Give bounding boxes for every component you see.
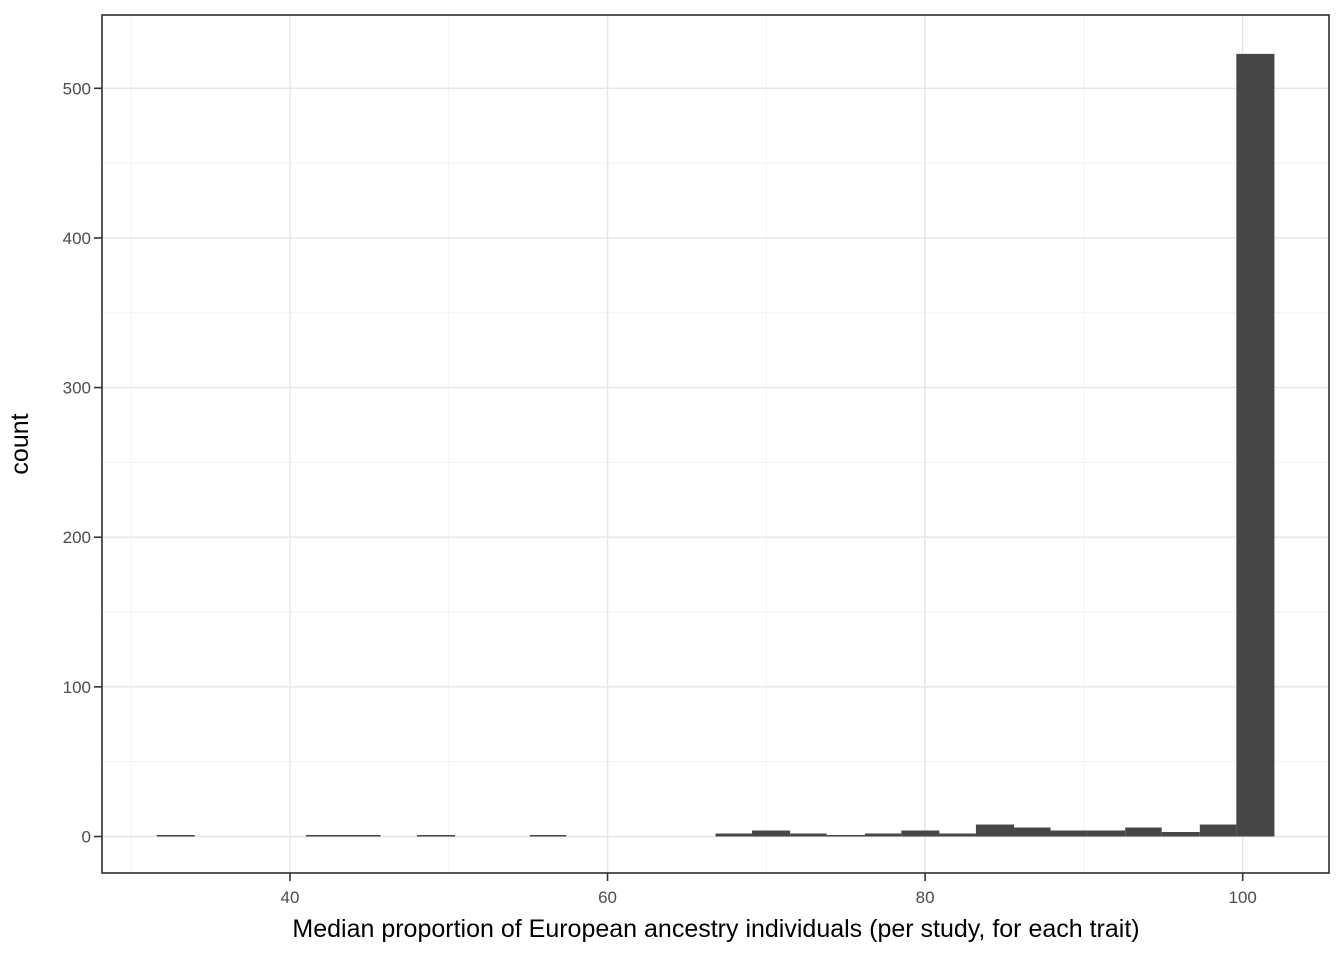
histogram-bar bbox=[939, 833, 976, 837]
x-tick-label: 60 bbox=[598, 888, 617, 907]
histogram-bar bbox=[417, 835, 456, 837]
x-axis-title: Median proportion of European ancestry i… bbox=[292, 915, 1139, 943]
histogram-bar bbox=[1199, 824, 1237, 837]
x-tick-label: 100 bbox=[1228, 888, 1256, 907]
histogram-bar bbox=[156, 835, 195, 837]
histogram-bar bbox=[1087, 830, 1126, 837]
histogram-bar bbox=[1161, 832, 1200, 837]
histogram-bar bbox=[901, 830, 940, 837]
histogram-bar bbox=[790, 833, 827, 837]
histogram-bar bbox=[1125, 827, 1162, 837]
histogram-bar bbox=[975, 824, 1015, 837]
histogram-bar bbox=[864, 833, 902, 837]
histogram-bar bbox=[826, 835, 865, 837]
minor-gridlines bbox=[102, 15, 1329, 873]
y-tick-label: 500 bbox=[63, 79, 91, 98]
histogram-bar bbox=[752, 830, 791, 837]
histogram-bar bbox=[1236, 53, 1275, 837]
histogram-bar bbox=[343, 835, 381, 837]
histogram-bars bbox=[156, 53, 1275, 837]
histogram-bar bbox=[715, 833, 753, 837]
histogram-bar bbox=[1050, 830, 1088, 837]
axis-tick-labels: 40 60 80 100 0 100 200 300 400 500 bbox=[63, 79, 1257, 907]
y-tick-label: 0 bbox=[82, 828, 91, 847]
y-tick-label: 100 bbox=[63, 678, 91, 697]
x-tick-label: 80 bbox=[916, 888, 935, 907]
y-axis-title: count bbox=[6, 413, 34, 474]
panel-border bbox=[101, 14, 1330, 874]
histogram-bar bbox=[305, 835, 344, 837]
axis-ticks bbox=[94, 87, 1244, 881]
x-tick-label: 40 bbox=[281, 888, 300, 907]
y-tick-label: 300 bbox=[63, 379, 91, 398]
histogram-bar bbox=[529, 835, 567, 837]
major-gridlines bbox=[102, 15, 1329, 873]
histogram-bar bbox=[1014, 827, 1051, 837]
y-tick-label: 200 bbox=[63, 528, 91, 547]
y-tick-label: 400 bbox=[63, 229, 91, 248]
